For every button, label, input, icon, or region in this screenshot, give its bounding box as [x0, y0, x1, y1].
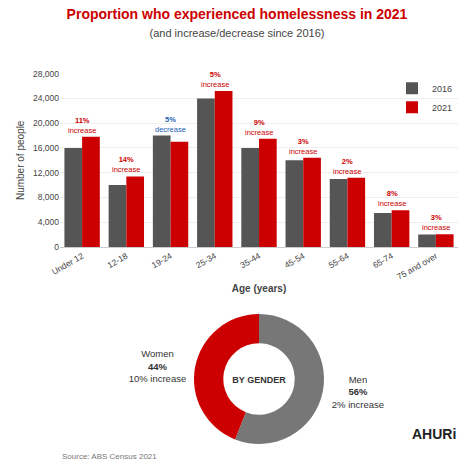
svg-text:28,000: 28,000: [33, 69, 59, 79]
svg-text:BY GENDER: BY GENDER: [232, 375, 286, 385]
svg-text:8%increase: 8%increase: [378, 189, 406, 208]
svg-text:45-54: 45-54: [283, 251, 307, 271]
svg-text:65-74: 65-74: [371, 251, 395, 271]
svg-text:12-18: 12-18: [106, 251, 130, 271]
svg-text:Source: ABS Census 2021: Source: ABS Census 2021: [62, 452, 157, 461]
svg-text:Under 12: Under 12: [50, 251, 86, 277]
svg-text:55-64: 55-64: [327, 251, 351, 271]
svg-text:24,000: 24,000: [33, 93, 59, 103]
svg-text:11%increase: 11%increase: [68, 116, 96, 135]
svg-text:9%increase: 9%increase: [245, 118, 273, 137]
svg-text:25-34: 25-34: [194, 251, 218, 271]
svg-text:Women44%10% increase: Women44%10% increase: [129, 348, 187, 384]
svg-text:Age (years): Age (years): [232, 283, 286, 294]
svg-text:20,000: 20,000: [33, 118, 59, 128]
svg-text:5%decrease: 5%decrease: [155, 115, 186, 134]
svg-text:AHURi: AHURi: [412, 426, 456, 442]
svg-text:3%increase: 3%increase: [422, 213, 450, 232]
svg-text:35-44: 35-44: [238, 251, 262, 271]
svg-text:Men56%2% increase: Men56%2% increase: [332, 374, 384, 410]
svg-text:19-24: 19-24: [150, 251, 174, 271]
svg-text:12,000: 12,000: [33, 168, 59, 178]
svg-text:0: 0: [54, 242, 59, 252]
svg-text:3%increase: 3%increase: [289, 137, 317, 156]
svg-text:2021: 2021: [432, 103, 452, 113]
svg-text:Proportion who experienced hom: Proportion who experienced homelessness …: [67, 6, 408, 39]
svg-text:16,000: 16,000: [33, 143, 59, 153]
svg-text:2016: 2016: [432, 84, 452, 94]
svg-text:75 and over: 75 and over: [395, 251, 439, 282]
svg-text:2%increase: 2%increase: [333, 157, 361, 176]
svg-text:4,000: 4,000: [38, 217, 60, 227]
svg-text:8,000: 8,000: [38, 192, 60, 202]
svg-text:14%increase: 14%increase: [112, 155, 140, 174]
svg-text:Number of people: Number of people: [15, 120, 26, 200]
svg-text:5%increase: 5%increase: [201, 70, 229, 89]
